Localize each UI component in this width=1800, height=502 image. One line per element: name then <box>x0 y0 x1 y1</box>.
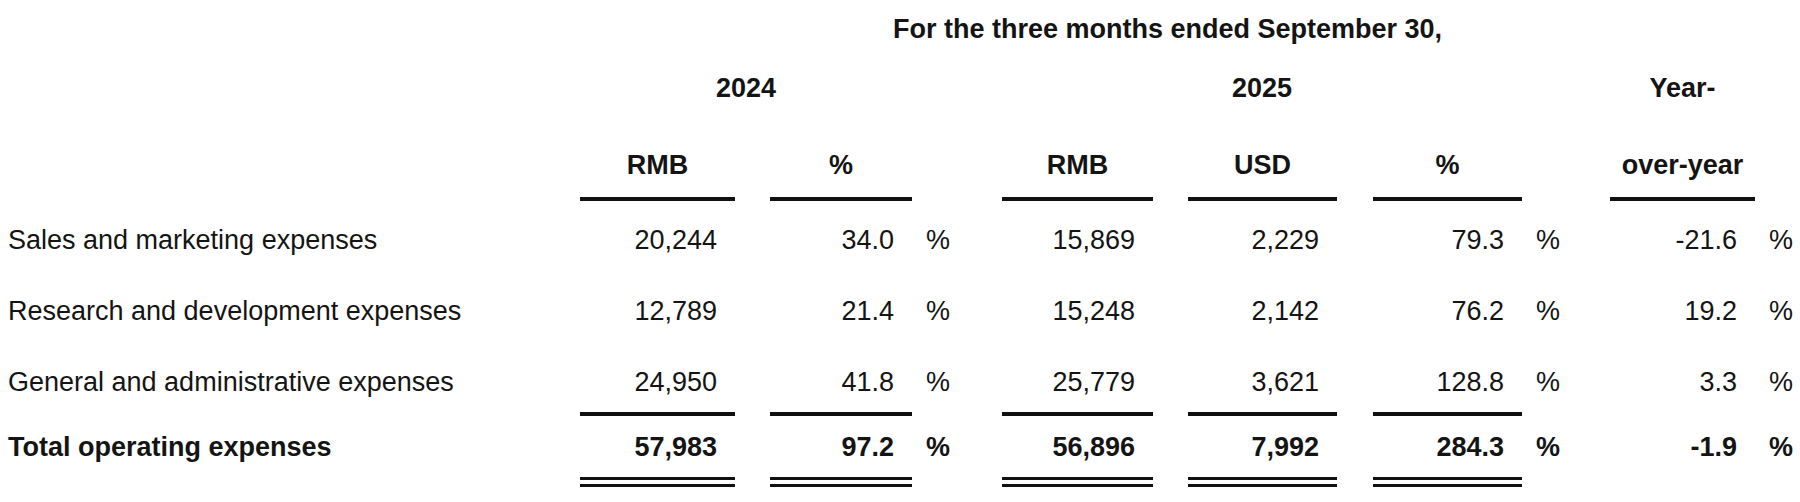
table-row-sales-marketing: Sales and marketing expenses 20,244 34.0… <box>0 199 1800 272</box>
spacer-cell <box>1337 199 1373 272</box>
spacer-cell <box>1755 0 1800 51</box>
usd-2025-value: 3,621 <box>1188 343 1337 414</box>
rmb-2024-value: 20,244 <box>580 199 735 272</box>
table-title-row: For the three months ended September 30, <box>0 0 1800 51</box>
pct-2024-value: 34.0 <box>770 199 912 272</box>
rmb-2024-value: 24,950 <box>580 343 735 414</box>
yoy-total: -1.9 <box>1610 414 1755 482</box>
spacer-cell <box>735 199 770 272</box>
rmb-2025-value: 25,779 <box>1002 343 1153 414</box>
pct-2024-total: 97.2 <box>770 414 912 482</box>
year-header-row: 2024 2025 Year- <box>0 51 1800 108</box>
spacer-cell <box>1337 343 1373 414</box>
percent-sign: % <box>1522 414 1610 482</box>
pct-2025-value: 76.2 <box>1373 272 1522 343</box>
year-header-2025: 2025 <box>1002 51 1522 108</box>
table-row-total: Total operating expenses 57,983 97.2 % 5… <box>0 414 1800 482</box>
percent-sign: % <box>912 343 1002 414</box>
yoy-header-line2: over-year <box>1610 108 1755 199</box>
col-header-rmb-2024: RMB <box>580 108 735 199</box>
spacer-cell <box>735 108 770 199</box>
rmb-2024-value: 12,789 <box>580 272 735 343</box>
spacer-cell <box>1153 108 1188 199</box>
percent-sign: % <box>912 272 1002 343</box>
col-header-usd-2025: USD <box>1188 108 1337 199</box>
spacer-cell <box>1337 414 1373 482</box>
spacer-cell <box>1153 343 1188 414</box>
column-header-row: RMB % RMB USD % over-year <box>0 108 1800 199</box>
pct-2025-value: 128.8 <box>1373 343 1522 414</box>
percent-sign: % <box>1522 199 1610 272</box>
usd-2025-value: 2,229 <box>1188 199 1337 272</box>
spacer-cell <box>0 51 580 108</box>
spacer-cell <box>0 108 580 199</box>
percent-sign: % <box>1755 414 1800 482</box>
total-row-label: Total operating expenses <box>0 414 580 482</box>
spacer-cell <box>1755 51 1800 108</box>
col-header-rmb-2025: RMB <box>1002 108 1153 199</box>
table-row-research-development: Research and development expenses 12,789… <box>0 272 1800 343</box>
percent-sign: % <box>1522 343 1610 414</box>
percent-sign: % <box>1755 272 1800 343</box>
spacer-cell <box>1522 108 1610 199</box>
spacer-cell <box>1337 108 1373 199</box>
yoy-header-line1: Year- <box>1610 51 1755 108</box>
yoy-value: -21.6 <box>1610 199 1755 272</box>
spacer-cell <box>912 51 1002 108</box>
spacer-cell <box>1153 414 1188 482</box>
spacer-cell <box>1153 272 1188 343</box>
pct-2025-total: 284.3 <box>1373 414 1522 482</box>
pct-2025-value: 79.3 <box>1373 199 1522 272</box>
pct-2024-value: 21.4 <box>770 272 912 343</box>
table-row-general-administrative: General and administrative expenses 24,9… <box>0 343 1800 414</box>
table-title: For the three months ended September 30, <box>580 0 1755 51</box>
spacer-cell <box>912 108 1002 199</box>
pct-2024-value: 41.8 <box>770 343 912 414</box>
percent-sign: % <box>912 414 1002 482</box>
percent-sign: % <box>912 199 1002 272</box>
spacer-cell <box>0 0 580 51</box>
spacer-cell <box>1153 199 1188 272</box>
col-header-pct-2025: % <box>1373 108 1522 199</box>
spacer-cell <box>1522 51 1610 108</box>
usd-2025-total: 7,992 <box>1188 414 1337 482</box>
spacer-cell <box>735 414 770 482</box>
percent-sign: % <box>1755 343 1800 414</box>
operating-expenses-table: For the three months ended September 30,… <box>0 0 1800 487</box>
spacer-cell <box>735 272 770 343</box>
rmb-2025-value: 15,248 <box>1002 272 1153 343</box>
col-header-pct-2024: % <box>770 108 912 199</box>
rmb-2024-total: 57,983 <box>580 414 735 482</box>
spacer-cell <box>1337 272 1373 343</box>
rmb-2025-value: 15,869 <box>1002 199 1153 272</box>
yoy-value: 3.3 <box>1610 343 1755 414</box>
row-label: Research and development expenses <box>0 272 580 343</box>
spacer-cell <box>1755 108 1800 199</box>
row-label: Sales and marketing expenses <box>0 199 580 272</box>
rmb-2025-total: 56,896 <box>1002 414 1153 482</box>
percent-sign: % <box>1755 199 1800 272</box>
year-header-2024: 2024 <box>580 51 912 108</box>
usd-2025-value: 2,142 <box>1188 272 1337 343</box>
yoy-value: 19.2 <box>1610 272 1755 343</box>
spacer-cell <box>735 343 770 414</box>
percent-sign: % <box>1522 272 1610 343</box>
row-label: General and administrative expenses <box>0 343 580 414</box>
